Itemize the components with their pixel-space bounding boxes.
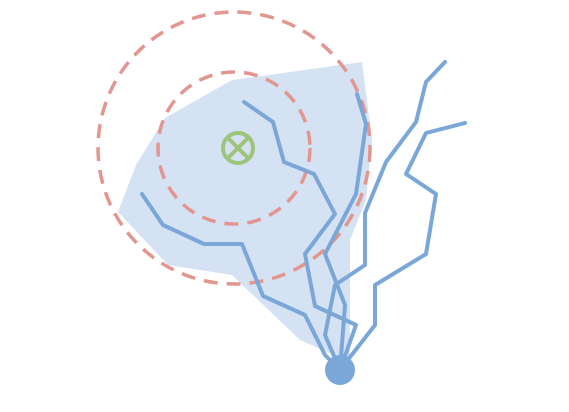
- circled-x-icon: [221, 131, 255, 165]
- outer-range-ring: [96, 10, 372, 286]
- branch-path-4: [323, 60, 447, 372]
- branch-path-3: [323, 92, 368, 372]
- origin-dot: [325, 355, 355, 385]
- inner-range-ring: [156, 70, 312, 226]
- target-cross-line-b: [225, 135, 251, 161]
- target-marker: [221, 131, 255, 165]
- branch-path-5: [338, 121, 467, 372]
- branch-paths: [140, 60, 467, 372]
- branch-path-1: [140, 192, 342, 372]
